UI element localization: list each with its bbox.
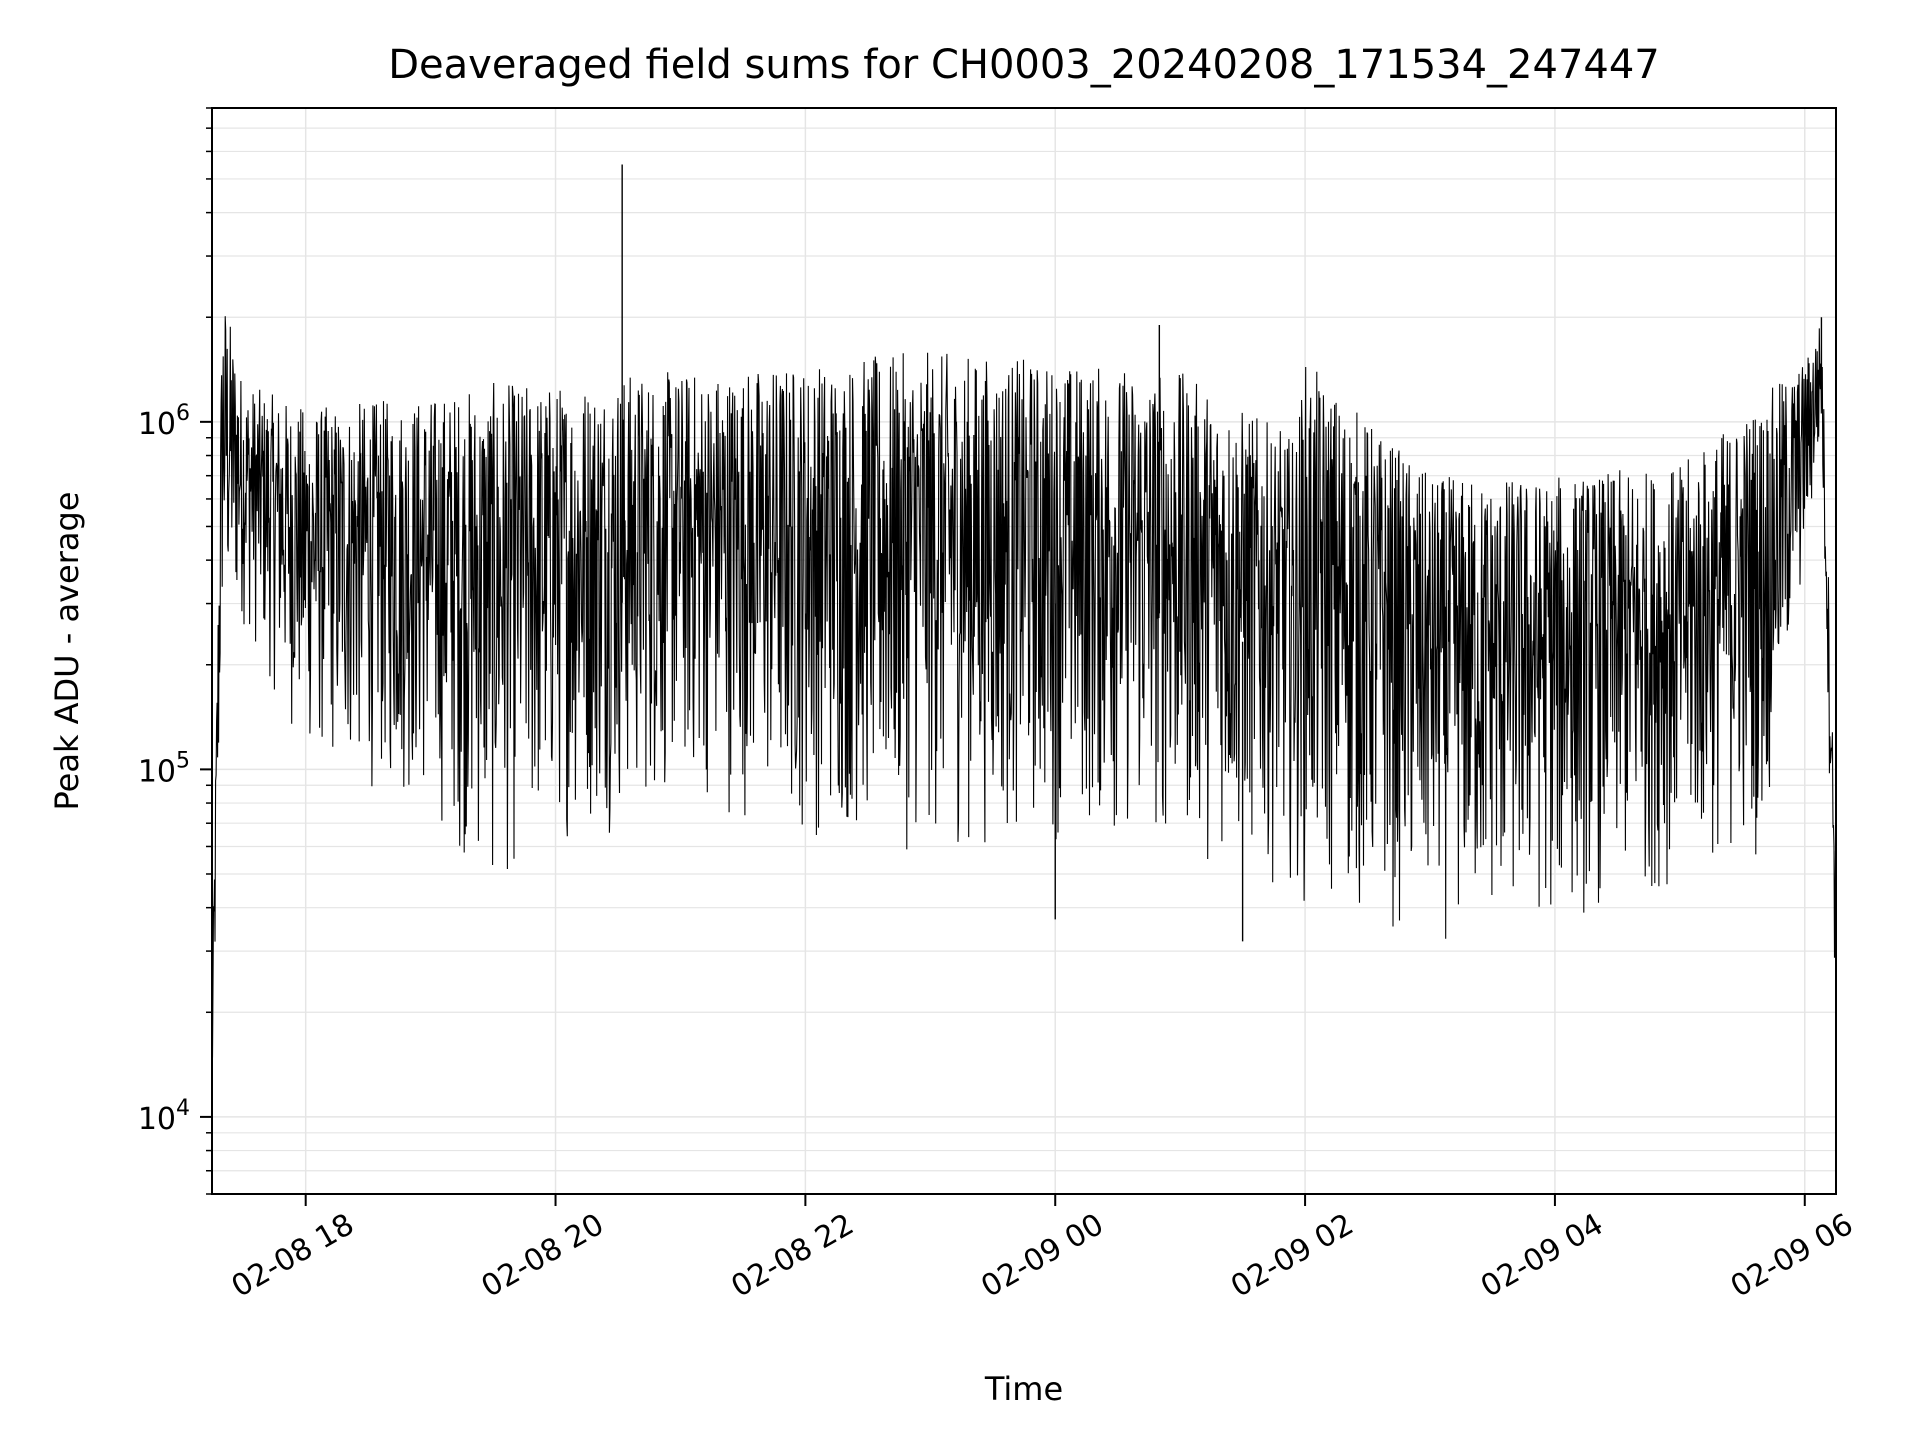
- x-tick-label: 02-09 02: [1225, 1207, 1359, 1305]
- x-tick-label: 02-08 20: [476, 1207, 610, 1305]
- x-tick-label: 02-08 18: [226, 1207, 360, 1305]
- plot-frame: [211, 107, 1837, 1195]
- y-tick-label: 104: [138, 1096, 190, 1137]
- x-axis-label: Time: [984, 1370, 1063, 1408]
- series-layer: [211, 164, 1837, 1058]
- data-series-line: [211, 316, 1837, 1058]
- y-tick-label: 105: [138, 748, 190, 789]
- chart-title: Deaveraged field sums for CH0003_2024020…: [388, 42, 1660, 88]
- x-tick-label: 02-09 00: [975, 1207, 1109, 1305]
- x-tick-label: 02-08 22: [725, 1207, 859, 1305]
- y-tick-label: 106: [138, 401, 190, 442]
- x-tick-label: 02-09 06: [1725, 1207, 1859, 1305]
- x-tick-label: 02-09 04: [1475, 1207, 1609, 1305]
- y-axis-label: Peak ADU - average: [48, 492, 86, 811]
